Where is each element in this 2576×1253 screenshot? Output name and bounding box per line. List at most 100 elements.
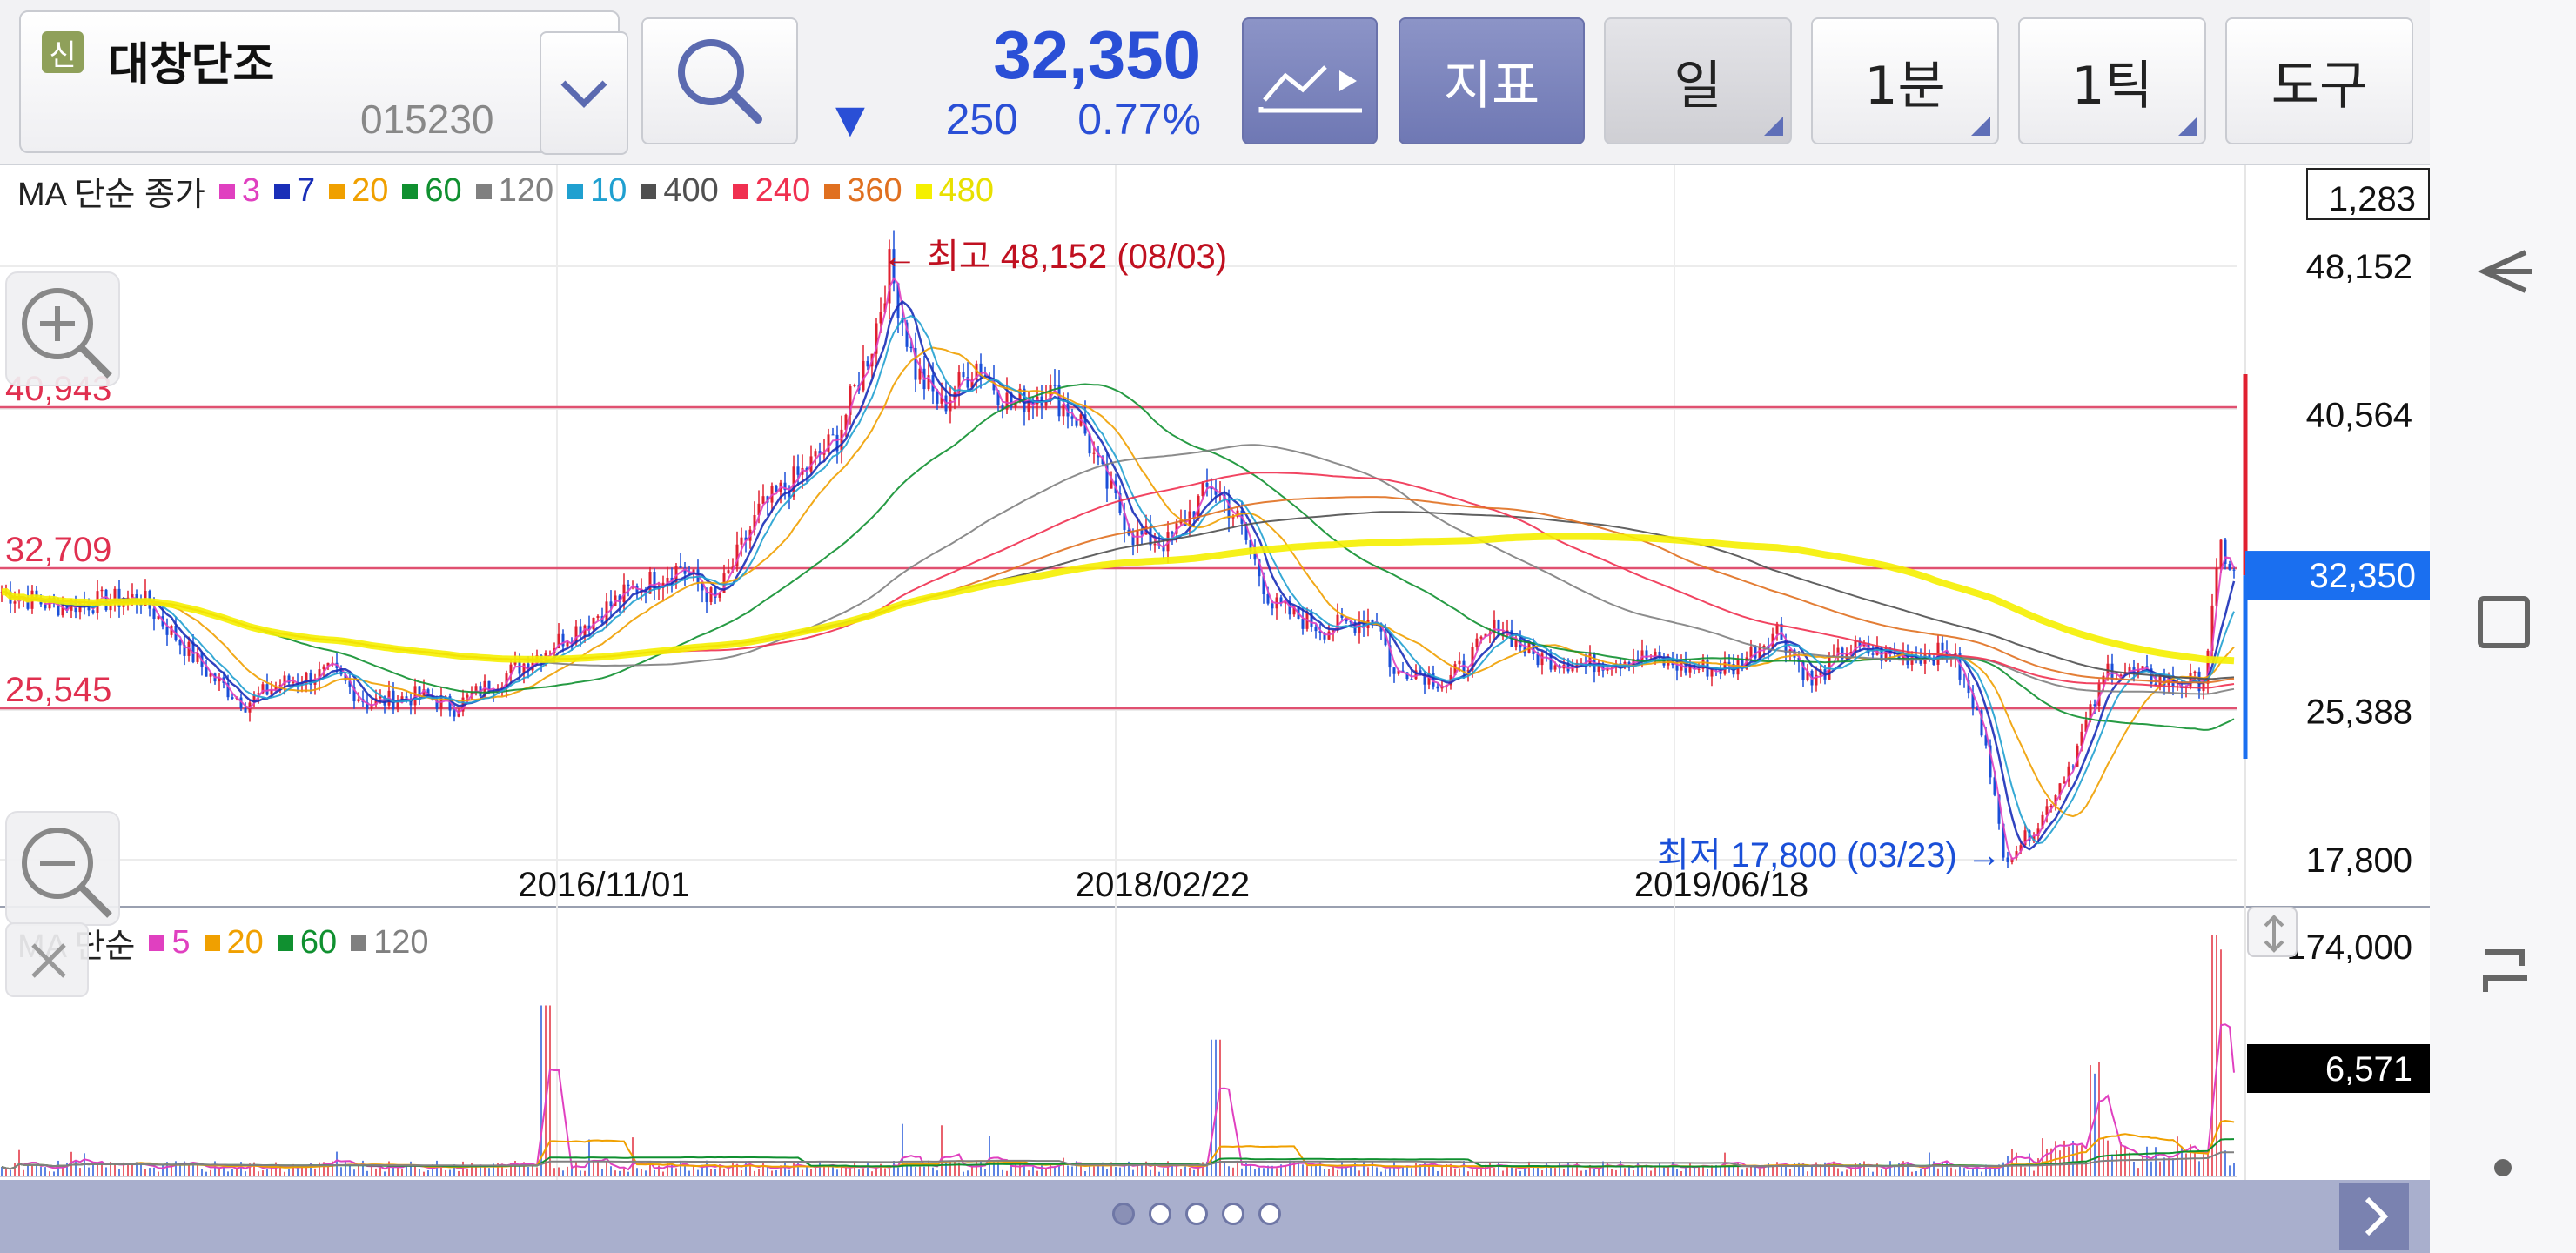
candle-body [305, 673, 308, 685]
candle-body [113, 588, 117, 602]
candle-body [1001, 405, 1004, 410]
page-dot[interactable] [1222, 1203, 1244, 1225]
candle-body [1310, 612, 1313, 627]
candle-body [1627, 661, 1631, 667]
candle-body [422, 689, 426, 697]
zoom-in-button[interactable] [5, 271, 120, 386]
indicator-button[interactable]: 지표 [1399, 17, 1585, 144]
tick-label: 1틱 [2071, 55, 2153, 117]
candle-body [1332, 630, 1335, 632]
candle-body [1262, 576, 1265, 595]
candle-body [1131, 534, 1135, 546]
page-dot[interactable] [1185, 1203, 1208, 1225]
candle-body [1801, 661, 1805, 680]
candle-body [831, 434, 835, 436]
candle-body [357, 699, 360, 702]
candle-body [970, 379, 974, 388]
candle-body [2137, 669, 2140, 673]
candle-body [1201, 482, 1204, 497]
candle-body [178, 640, 182, 646]
resize-handle[interactable] [2247, 907, 2298, 957]
candle-body [231, 697, 234, 699]
candle-body [1266, 594, 1270, 604]
price-axis-label: 48,152 [2306, 248, 2412, 286]
moving-average-line [1, 299, 2236, 851]
legend-value: 120 [498, 172, 554, 209]
candle-body [1919, 657, 1922, 664]
candle-body [735, 544, 739, 567]
candle-body [2210, 605, 2214, 651]
candle-body [326, 662, 330, 667]
tools-button[interactable]: 도구 [2225, 17, 2413, 144]
legend-value: 60 [299, 924, 338, 961]
recents-icon[interactable] [2478, 596, 2530, 648]
candle-body [0, 592, 3, 593]
candle-body [1549, 653, 1553, 670]
candle-body [1640, 650, 1644, 661]
candle-body [383, 696, 386, 706]
candle-body [753, 514, 756, 530]
candle-body [426, 689, 430, 697]
candle-body [1758, 647, 1761, 659]
stock-dropdown-button[interactable] [540, 31, 628, 155]
candle-body [775, 486, 778, 492]
candle-body [875, 323, 878, 354]
candle-body [1244, 523, 1248, 540]
candle-body [2206, 650, 2210, 684]
candle-body [796, 466, 800, 475]
minute-button[interactable]: 1분 [1811, 17, 1999, 144]
high-annotation: ← 최고 48,152 (08/03) [882, 238, 1227, 276]
chart-type-button[interactable] [1242, 17, 1378, 144]
stock-selector[interactable]: 신 대창단조 015230 [19, 10, 628, 155]
page-dot[interactable] [1112, 1203, 1135, 1225]
current-volume-value: 6,571 [2325, 1050, 2412, 1089]
legend-swatch [218, 183, 235, 199]
candle-body [1318, 631, 1322, 633]
zoom-out-button[interactable] [5, 811, 120, 926]
candle-body [218, 677, 221, 682]
moving-average-line [1, 314, 2235, 845]
candle-body [261, 684, 265, 694]
candle-body [392, 690, 395, 710]
candle-body [862, 360, 865, 391]
candle-body [1688, 665, 1692, 673]
candle-body [2019, 845, 2023, 852]
price-top-box [2306, 168, 2430, 220]
candle-body [1423, 673, 1426, 685]
candle-body [587, 625, 591, 630]
stock-code: 015230 [360, 97, 494, 142]
candle-body [1166, 532, 1170, 552]
back-icon[interactable] [2477, 250, 2532, 293]
candle-body [1836, 647, 1840, 655]
period-button[interactable]: 일 [1604, 17, 1792, 144]
home-icon[interactable] [2483, 949, 2527, 992]
candle-body [2163, 676, 2166, 686]
candle-body [757, 503, 761, 515]
moving-average-line [1, 533, 2235, 665]
candle-body [1645, 650, 1648, 660]
reference-label-middle: 32,709 [5, 531, 111, 569]
close-indicator-button[interactable] [5, 922, 89, 997]
candle-body [2189, 673, 2192, 687]
candle-body [117, 588, 121, 607]
candle-body [1371, 620, 1374, 623]
indicator-label: 지표 [1443, 55, 1540, 117]
candle-body [2015, 851, 2018, 858]
candle-body [61, 605, 64, 616]
candle-body [470, 693, 473, 695]
candle-body [783, 482, 787, 491]
tick-button[interactable]: 1틱 [2018, 17, 2206, 144]
next-page-button[interactable] [2339, 1183, 2409, 1250]
candle-body [996, 390, 1000, 405]
candle-body [835, 434, 839, 452]
candle-body [1475, 638, 1479, 647]
candle-body [352, 686, 356, 702]
page-dot[interactable] [1149, 1203, 1171, 1225]
candle-body [2054, 795, 2057, 807]
page-dot[interactable] [1258, 1203, 1281, 1225]
candle-body [2032, 835, 2036, 841]
search-button[interactable] [641, 17, 798, 144]
candle-body [940, 395, 943, 404]
